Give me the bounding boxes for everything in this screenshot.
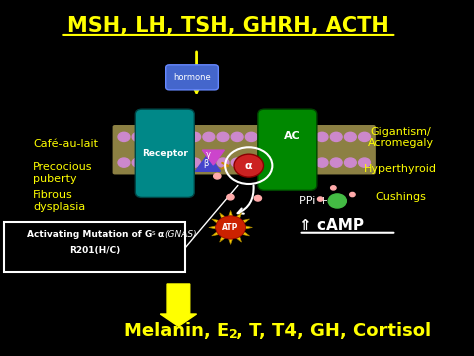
- Circle shape: [328, 194, 346, 208]
- Text: Cushings: Cushings: [375, 193, 426, 203]
- Circle shape: [359, 132, 370, 141]
- Text: Activating Mutation of G: Activating Mutation of G: [27, 230, 153, 239]
- Ellipse shape: [234, 154, 264, 177]
- Text: MSH, LH, TSH, GHRH, ACTH: MSH, LH, TSH, GHRH, ACTH: [67, 16, 389, 36]
- Text: Café-au-lait: Café-au-lait: [33, 140, 98, 150]
- Text: Precocious
puberty: Precocious puberty: [33, 162, 92, 183]
- Circle shape: [246, 158, 257, 167]
- Circle shape: [359, 158, 370, 167]
- Circle shape: [316, 132, 328, 141]
- Circle shape: [146, 132, 158, 141]
- Circle shape: [331, 186, 336, 190]
- Circle shape: [174, 158, 186, 167]
- Circle shape: [350, 192, 355, 197]
- Circle shape: [260, 132, 271, 141]
- Circle shape: [288, 132, 300, 141]
- Circle shape: [260, 158, 271, 167]
- Circle shape: [246, 132, 257, 141]
- FancyArrow shape: [160, 284, 197, 326]
- Text: Gigantism/
Acromegaly: Gigantism/ Acromegaly: [368, 127, 434, 148]
- Circle shape: [254, 195, 262, 201]
- Circle shape: [345, 132, 356, 141]
- Text: Receptor: Receptor: [142, 149, 188, 158]
- Circle shape: [318, 197, 323, 201]
- Circle shape: [231, 158, 243, 167]
- Circle shape: [216, 216, 246, 239]
- Text: Melanin, E: Melanin, E: [124, 321, 229, 340]
- Text: , T, T4, GH, Cortisol: , T, T4, GH, Cortisol: [236, 321, 431, 340]
- Circle shape: [217, 158, 229, 167]
- Text: ⇑ cAMP: ⇑ cAMP: [299, 218, 364, 233]
- Circle shape: [227, 194, 234, 200]
- Text: α: α: [245, 161, 253, 171]
- FancyBboxPatch shape: [4, 222, 185, 272]
- Text: Hyperthyroid: Hyperthyroid: [365, 164, 438, 174]
- Circle shape: [203, 132, 215, 141]
- Circle shape: [203, 158, 215, 167]
- Circle shape: [174, 132, 186, 141]
- Circle shape: [189, 132, 201, 141]
- Polygon shape: [209, 210, 252, 245]
- Circle shape: [189, 158, 201, 167]
- Circle shape: [345, 158, 356, 167]
- Text: ATP: ATP: [222, 223, 239, 232]
- Text: Fibrous
dysplasia: Fibrous dysplasia: [33, 190, 85, 212]
- Circle shape: [288, 158, 300, 167]
- Circle shape: [330, 158, 342, 167]
- Text: R201(H/C): R201(H/C): [69, 246, 120, 255]
- Text: s: s: [152, 230, 155, 236]
- Circle shape: [302, 158, 314, 167]
- Text: (GNAS): (GNAS): [164, 230, 197, 239]
- Circle shape: [132, 158, 144, 167]
- Circle shape: [330, 132, 342, 141]
- Circle shape: [217, 132, 229, 141]
- Text: hormone: hormone: [173, 73, 211, 82]
- Circle shape: [132, 132, 144, 141]
- Circle shape: [146, 158, 158, 167]
- FancyBboxPatch shape: [166, 65, 219, 90]
- Circle shape: [273, 158, 285, 167]
- Circle shape: [214, 173, 221, 179]
- Text: PPi +: PPi +: [299, 196, 328, 206]
- Circle shape: [161, 158, 172, 167]
- FancyBboxPatch shape: [113, 125, 376, 174]
- FancyBboxPatch shape: [135, 109, 194, 198]
- Text: γ: γ: [206, 150, 211, 159]
- Circle shape: [118, 132, 130, 141]
- Text: β: β: [203, 159, 209, 168]
- Text: α: α: [157, 230, 167, 239]
- Circle shape: [118, 158, 130, 167]
- FancyBboxPatch shape: [258, 109, 317, 190]
- Text: 2: 2: [229, 328, 238, 341]
- Circle shape: [302, 132, 314, 141]
- Text: AC: AC: [283, 131, 300, 141]
- Circle shape: [273, 132, 285, 141]
- Circle shape: [231, 132, 243, 141]
- Circle shape: [161, 132, 172, 141]
- Circle shape: [316, 158, 328, 167]
